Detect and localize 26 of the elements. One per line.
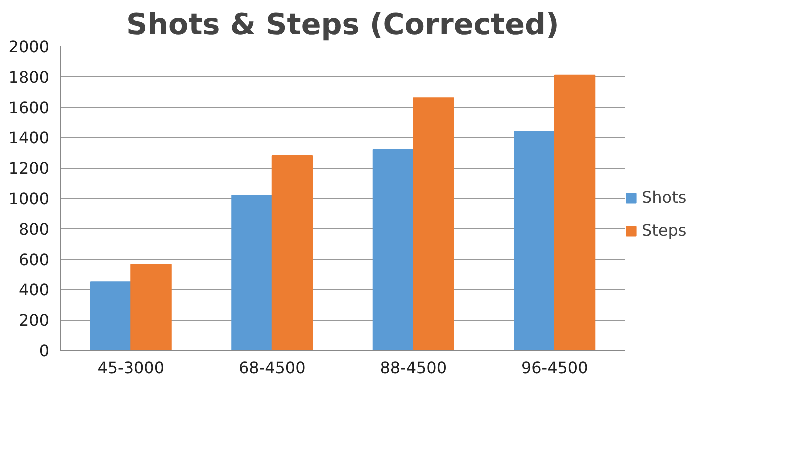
bar <box>554 74 596 350</box>
bar <box>272 155 314 350</box>
y-tick-label: 1200 <box>8 159 50 178</box>
y-tick-label: 1600 <box>8 98 50 118</box>
y-tick-label: 600 <box>18 250 50 270</box>
y-tick-label: 1400 <box>8 128 50 148</box>
y-tick-label: 1000 <box>8 190 50 208</box>
y-tick-label: 800 <box>18 220 50 239</box>
x-tick-label: 88-4500 <box>380 358 448 378</box>
y-tick-label: 2000 <box>8 38 50 56</box>
chart-title: Shots & Steps (Corrected) <box>126 8 560 42</box>
bar <box>372 149 414 350</box>
bar <box>514 131 556 350</box>
legend-label: Steps <box>642 221 687 240</box>
bar <box>90 282 132 350</box>
y-tick-label: 1800 <box>8 68 50 87</box>
x-tick-label: 45-3000 <box>98 358 165 378</box>
x-tick-label: 96-4500 <box>521 358 588 378</box>
legend-label: Shots <box>642 188 687 207</box>
x-tick-label: 68-4500 <box>238 358 306 378</box>
y-tick-label: 200 <box>18 311 50 330</box>
bar <box>232 194 273 350</box>
bar <box>413 98 454 350</box>
bar <box>130 264 172 350</box>
y-tick-label: 0 <box>39 342 50 360</box>
y-tick-label: 400 <box>18 280 50 300</box>
